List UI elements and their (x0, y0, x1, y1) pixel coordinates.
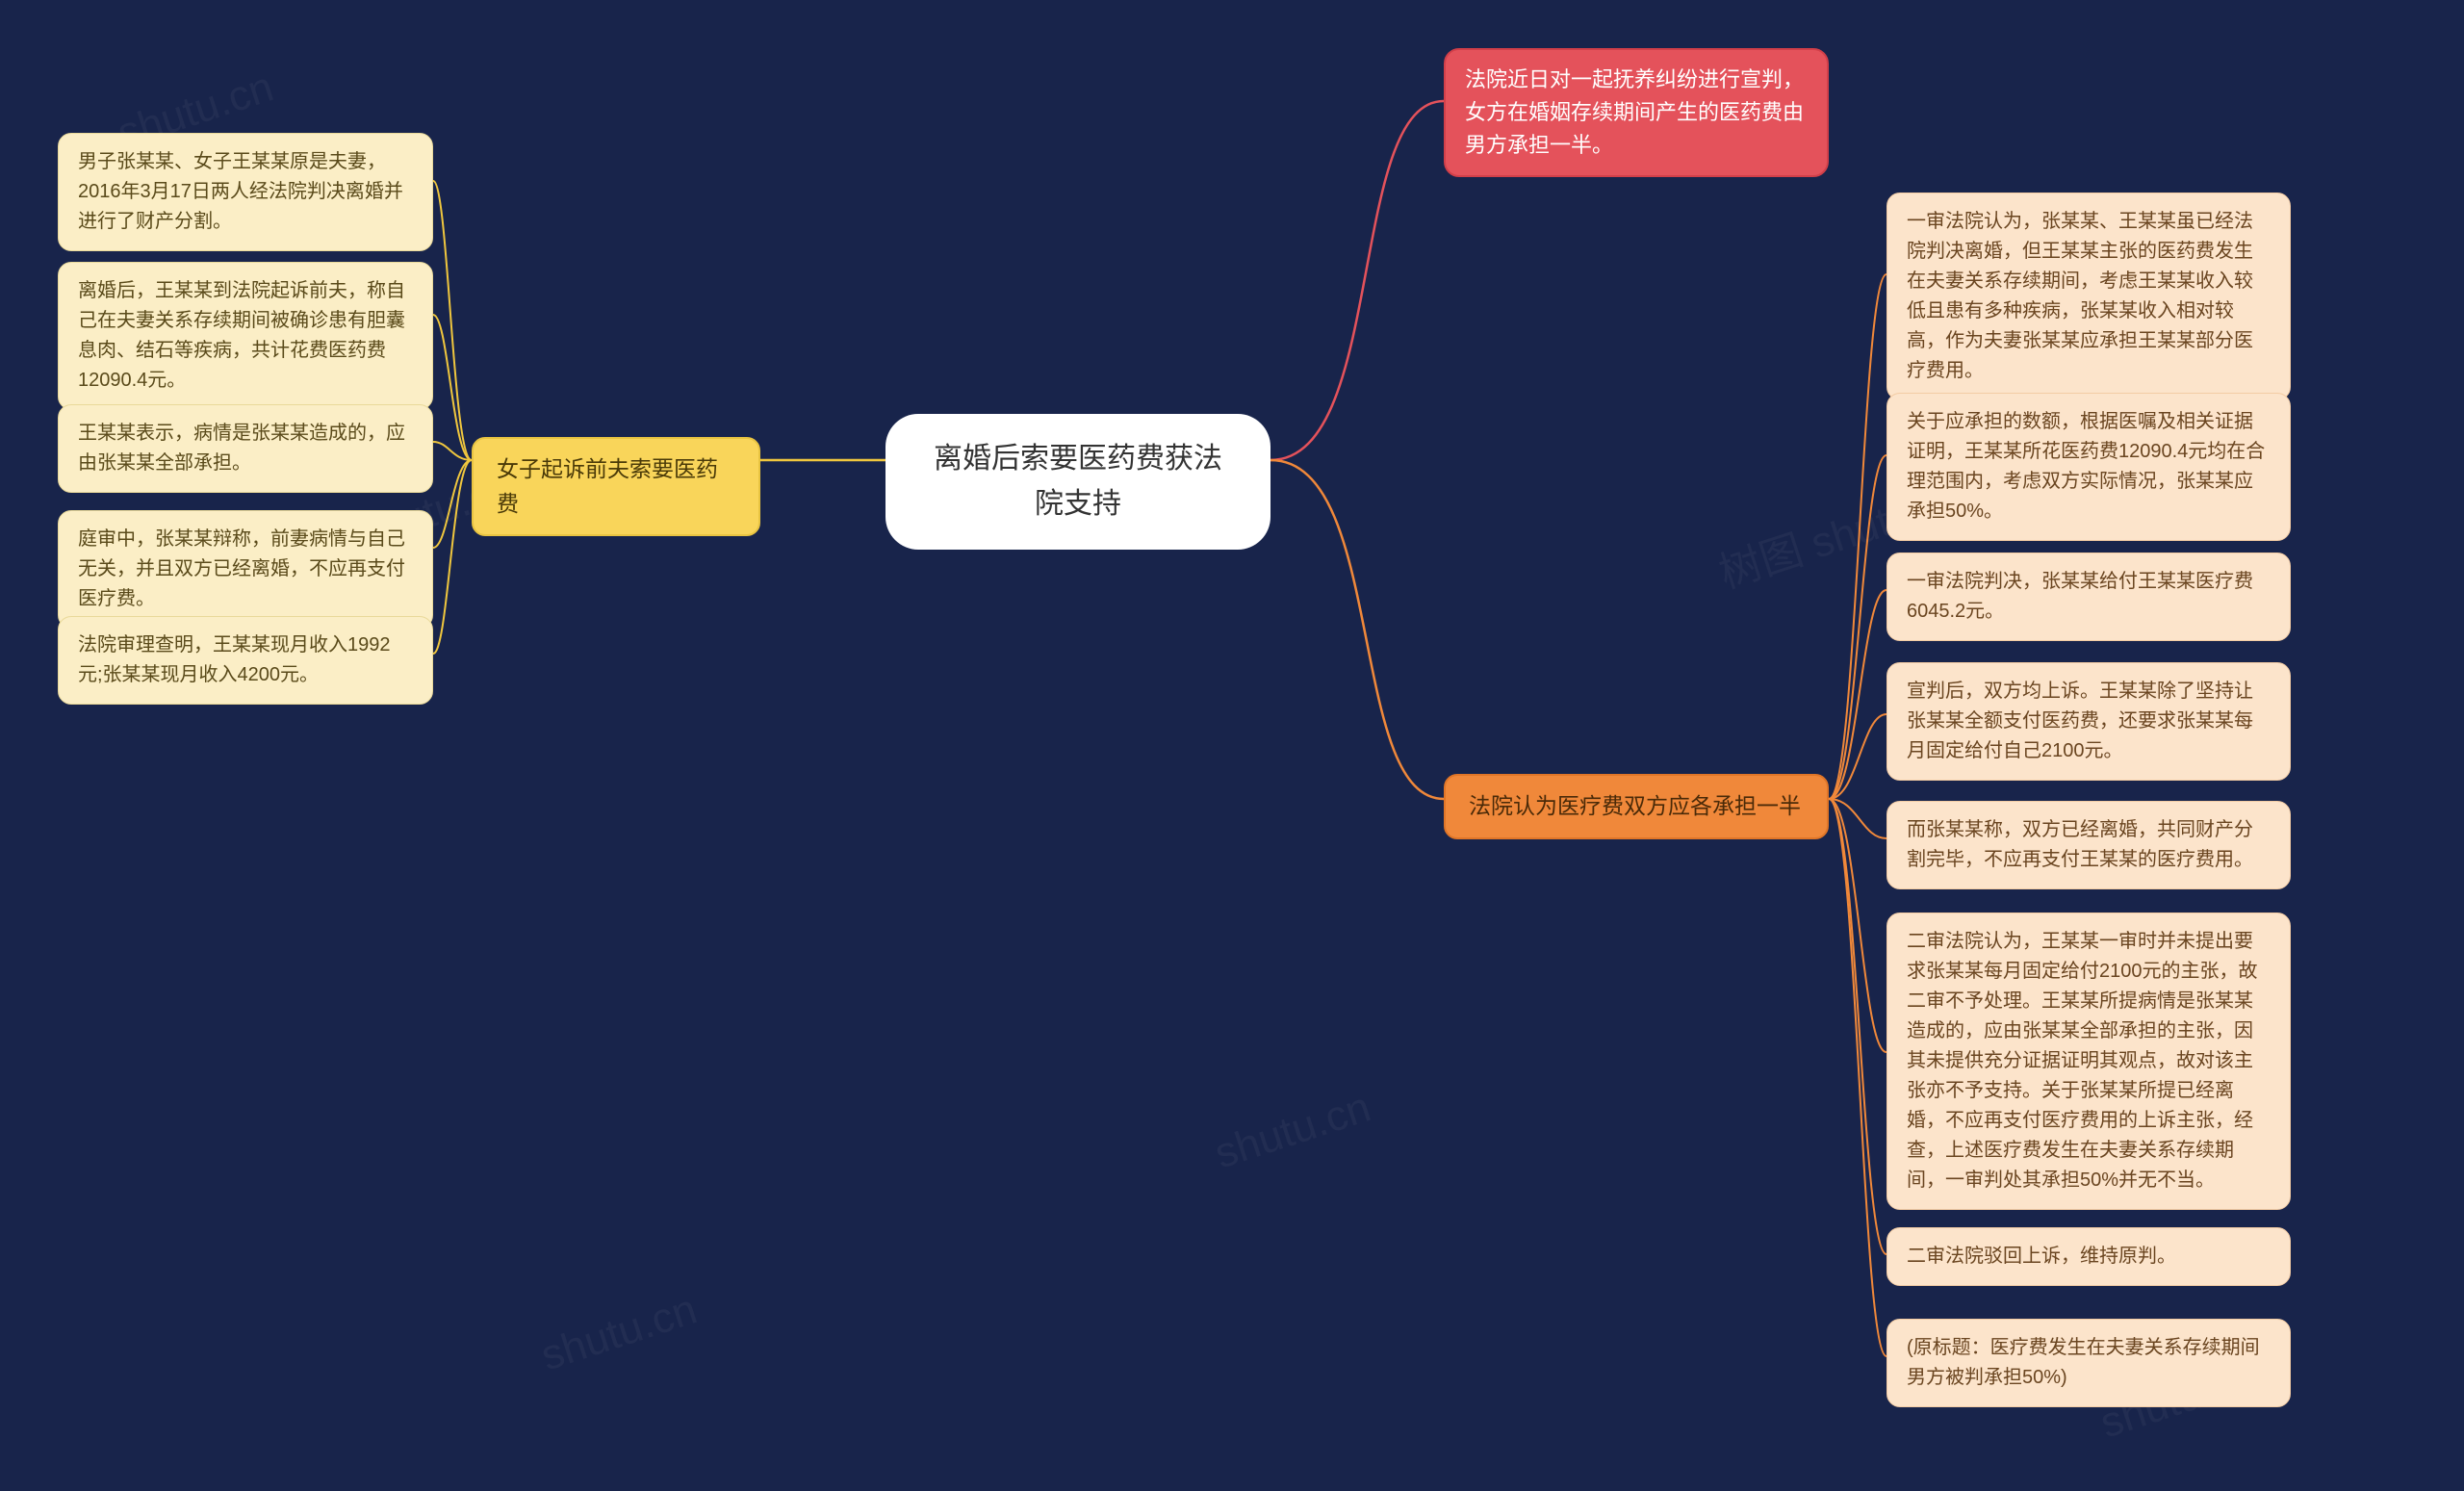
watermark: shutu.cn (1209, 1084, 1376, 1179)
right-leaf: 一审法院判决，张某某给付王某某医疗费6045.2元。 (1886, 553, 2291, 641)
branch-right-top: 法院近日对一起抚养纠纷进行宣判，女方在婚姻存续期间产生的医药费由男方承担一半。 (1444, 48, 1829, 177)
right-leaf: 宣判后，双方均上诉。王某某除了坚持让张某某全额支付医药费，还要求张某某每月固定给… (1886, 662, 2291, 781)
right-leaf: (原标题：医疗费发生在夫妻关系存续期间 男方被判承担50%) (1886, 1319, 2291, 1407)
right-leaf: 二审法院驳回上诉，维持原判。 (1886, 1227, 2291, 1286)
watermark: shutu.cn (535, 1286, 703, 1381)
left-leaf: 庭审中，张某某辩称，前妻病情与自己无关，并且双方已经离婚，不应再支付医疗费。 (58, 510, 433, 629)
branch-left: 女子起诉前夫索要医药费 (472, 437, 760, 536)
right-leaf: 而张某某称，双方已经离婚，共同财产分割完毕，不应再支付王某某的医疗费用。 (1886, 801, 2291, 889)
left-leaf: 离婚后，王某某到法院起诉前夫，称自己在夫妻关系存续期间被确诊患有胆囊息肉、结石等… (58, 262, 433, 410)
left-leaf: 男子张某某、女子王某某原是夫妻，2016年3月17日两人经法院判决离婚并进行了财… (58, 133, 433, 251)
left-leaf: 法院审理查明，王某某现月收入1992元;张某某现月收入4200元。 (58, 616, 433, 705)
left-leaf: 王某某表示，病情是张某某造成的，应由张某某全部承担。 (58, 404, 433, 493)
branch-right-bottom: 法院认为医疗费双方应各承担一半 (1444, 774, 1829, 839)
right-leaf: 二审法院认为，王某某一审时并未提出要求张某某每月固定给付2100元的主张，故二审… (1886, 913, 2291, 1210)
right-leaf: 一审法院认为，张某某、王某某虽已经法院判决离婚，但王某某主张的医药费发生在夫妻关… (1886, 193, 2291, 400)
center-node: 离婚后索要医药费获法院支持 (886, 414, 1270, 550)
right-leaf: 关于应承担的数额，根据医嘱及相关证据证明，王某某所花医药费12090.4元均在合… (1886, 393, 2291, 541)
